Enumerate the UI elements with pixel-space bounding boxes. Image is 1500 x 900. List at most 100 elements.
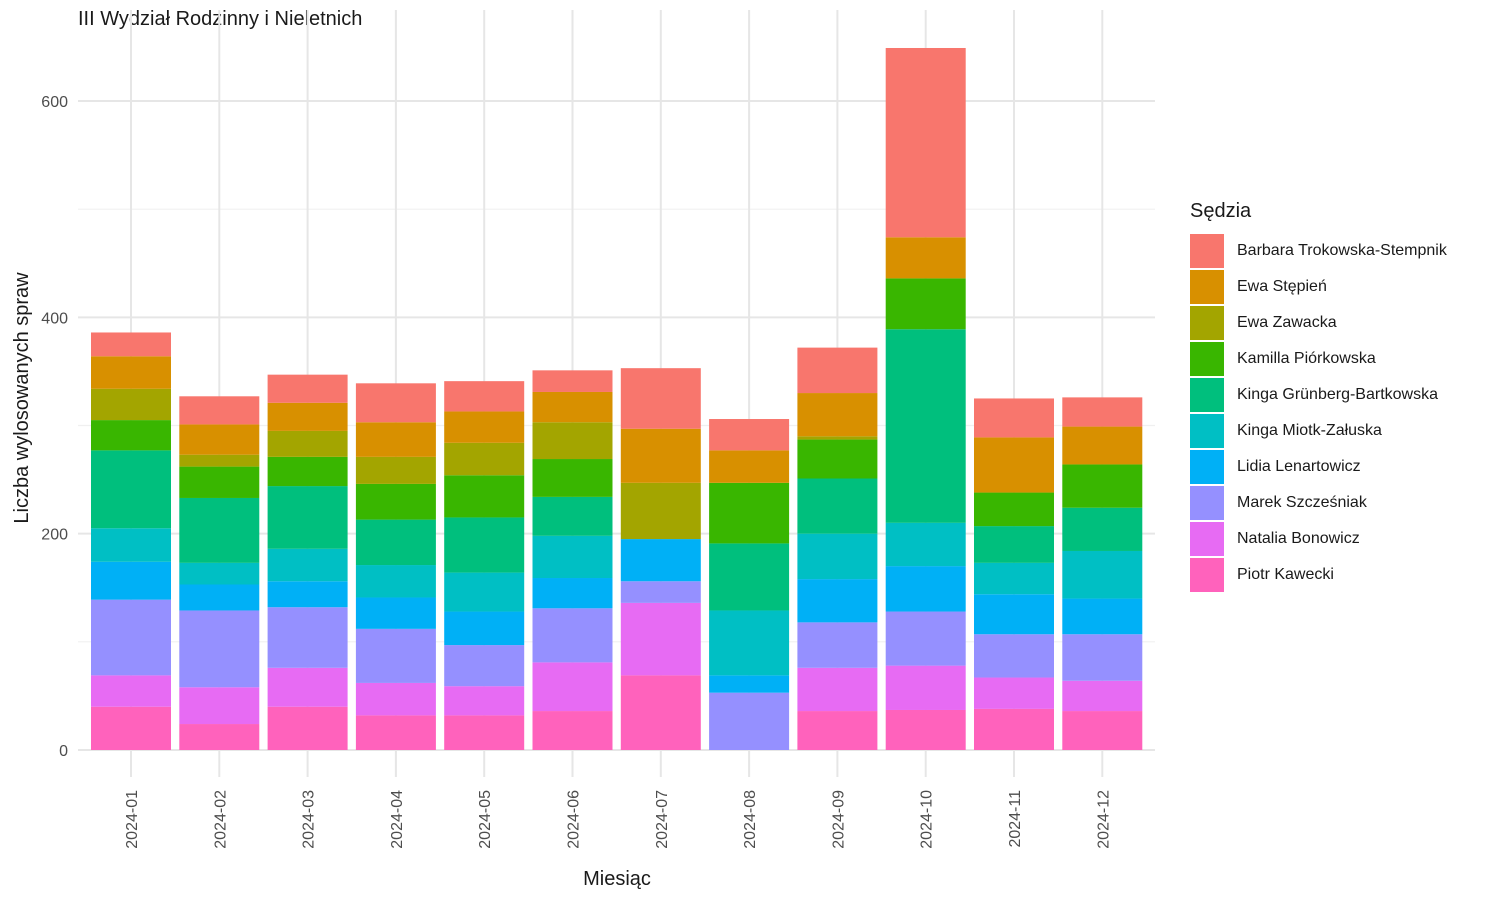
legend-label: Ewa Stępień bbox=[1237, 278, 1327, 295]
bar-segment bbox=[620, 482, 701, 540]
legend: Sędzia Barbara Trokowska-Stempnik Ewa Stę… bbox=[1190, 200, 1447, 593]
bar-segment bbox=[885, 709, 966, 750]
bar-segment bbox=[179, 610, 260, 688]
bar-segment bbox=[91, 420, 171, 451]
bar-segment bbox=[1062, 598, 1143, 635]
bar-segment bbox=[444, 715, 525, 750]
bar-segment bbox=[444, 475, 525, 518]
bar-segment bbox=[620, 368, 701, 429]
bar-segment bbox=[91, 599, 171, 676]
bar-segment bbox=[91, 706, 171, 750]
bar-segment bbox=[974, 708, 1054, 750]
x-tick-label: 2024-08 bbox=[742, 790, 759, 849]
bar-segment bbox=[974, 677, 1054, 709]
bar-segment bbox=[1062, 680, 1143, 712]
bar-segment bbox=[797, 478, 878, 534]
y-tick-label: 600 bbox=[41, 94, 68, 111]
bar-segment bbox=[355, 383, 436, 423]
bar-segment bbox=[91, 332, 171, 357]
legend-swatch bbox=[1190, 558, 1224, 592]
bar-segment bbox=[532, 391, 613, 423]
bar-segment bbox=[267, 581, 348, 608]
legend-swatch bbox=[1190, 522, 1224, 556]
bar-segment bbox=[620, 581, 701, 603]
bar-segment bbox=[709, 419, 790, 451]
legend-swatch bbox=[1190, 450, 1224, 484]
bar-segment bbox=[532, 578, 613, 609]
bar-segment bbox=[91, 528, 171, 562]
legend-item: Piotr Kawecki bbox=[1190, 557, 1447, 593]
bar-segment bbox=[532, 711, 613, 750]
bar-segment bbox=[355, 628, 436, 683]
bar-segment bbox=[532, 459, 613, 497]
legend-item: Marek Szcześniak bbox=[1190, 485, 1447, 521]
bar-segment bbox=[797, 711, 878, 750]
bar-segment bbox=[355, 565, 436, 598]
x-tick-label: 2024-07 bbox=[654, 790, 671, 849]
y-tick-label: 200 bbox=[41, 527, 68, 544]
bar-segment bbox=[1062, 550, 1143, 599]
bar-segment bbox=[179, 562, 260, 585]
bar-segment bbox=[179, 454, 260, 467]
y-tick-label: 400 bbox=[41, 310, 68, 327]
bar-segment bbox=[797, 667, 878, 712]
bar-segment bbox=[179, 396, 260, 425]
bar-segment bbox=[355, 422, 436, 457]
legend-swatch bbox=[1190, 378, 1224, 412]
bar-segment bbox=[355, 456, 436, 484]
bar-segment bbox=[179, 687, 260, 725]
bar-segment bbox=[974, 594, 1054, 635]
bar-segment bbox=[885, 611, 966, 666]
bar-segment bbox=[797, 533, 878, 580]
bar-segment bbox=[267, 667, 348, 707]
legend-item: Kamilla Piórkowska bbox=[1190, 341, 1447, 377]
bar-segment bbox=[355, 682, 436, 716]
bar-segment bbox=[532, 662, 613, 712]
bar-segment bbox=[532, 535, 613, 579]
legend-swatch bbox=[1190, 306, 1224, 340]
bar-segment bbox=[444, 686, 525, 716]
x-tick-label: 2024-01 bbox=[124, 790, 141, 849]
legend-label: Marek Szcześniak bbox=[1237, 494, 1367, 511]
x-tick-label: 2024-05 bbox=[477, 790, 494, 849]
bar-segment bbox=[974, 526, 1054, 563]
bar-segment bbox=[444, 442, 525, 476]
bar-segment bbox=[267, 374, 348, 403]
bar-segment bbox=[709, 692, 790, 750]
bar-segment bbox=[444, 645, 525, 687]
bar-segment bbox=[532, 608, 613, 663]
bar-segment bbox=[91, 388, 171, 421]
bar-segment bbox=[532, 370, 613, 392]
bar-segment bbox=[91, 675, 171, 707]
legend-label: Kinga Grünberg-Bartkowska bbox=[1237, 386, 1438, 403]
legend-item: Lidia Lenartowicz bbox=[1190, 449, 1447, 485]
legend-item: Kinga Miotk-Załuska bbox=[1190, 413, 1447, 449]
bar-segment bbox=[797, 579, 878, 623]
legend-item: Kinga Grünberg-Bartkowska bbox=[1190, 377, 1447, 413]
bar-segment bbox=[797, 436, 878, 440]
bar-segment bbox=[1062, 711, 1143, 750]
bar-segment bbox=[179, 724, 260, 750]
bar-segment bbox=[444, 572, 525, 612]
bar-segment bbox=[797, 393, 878, 437]
legend-item: Ewa Stępień bbox=[1190, 269, 1447, 305]
legend-label: Natalia Bonowicz bbox=[1237, 530, 1360, 547]
bar-segment bbox=[91, 356, 171, 389]
bar-segment bbox=[620, 602, 701, 676]
y-tick-label: 0 bbox=[59, 743, 68, 760]
bar-segment bbox=[1062, 634, 1143, 681]
bar-segment bbox=[885, 237, 966, 279]
x-tick-label: 2024-04 bbox=[389, 790, 406, 849]
bar-segment bbox=[444, 611, 525, 646]
legend-swatch bbox=[1190, 486, 1224, 520]
bar-segment bbox=[355, 715, 436, 750]
y-axis-label: Liczba wylosowanych spraw bbox=[11, 272, 33, 524]
bar-segment bbox=[620, 539, 701, 582]
bar-segment bbox=[444, 381, 525, 412]
x-tick-label: 2024-02 bbox=[212, 790, 229, 849]
legend-title: Sędzia bbox=[1190, 200, 1252, 222]
bar-segment bbox=[974, 562, 1054, 595]
x-axis-ticks: 2024-01 2024-02 2024-03 2024-04 2024-05 2024-… bbox=[124, 790, 1112, 849]
bar-segment bbox=[91, 450, 171, 529]
